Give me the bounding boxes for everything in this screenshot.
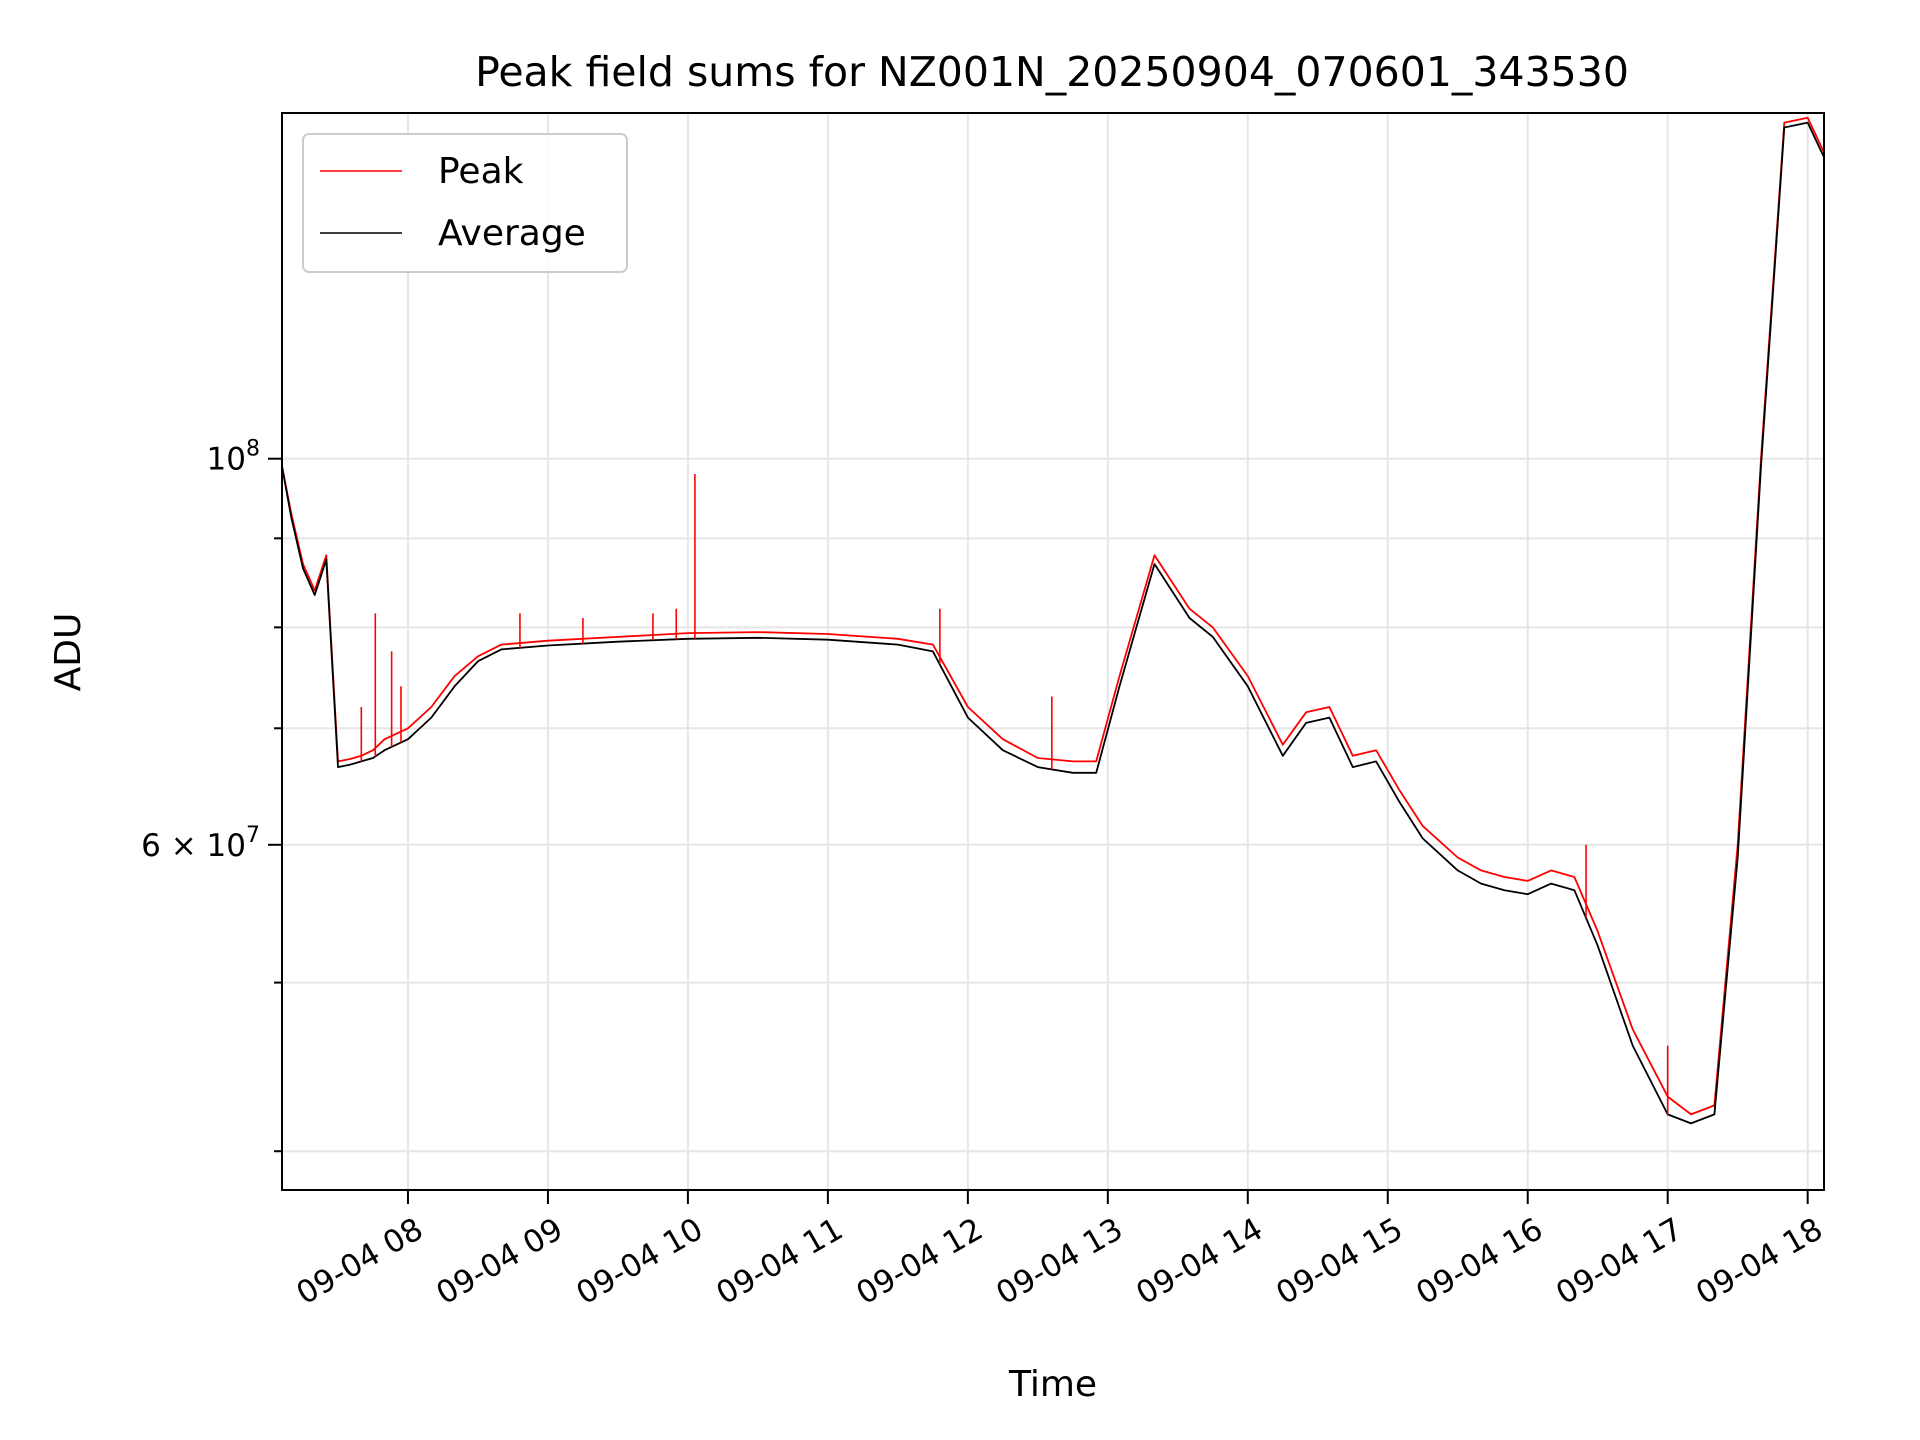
series-line-average [282,121,1824,1125]
y-tick-label: 6 × 107 [141,823,260,864]
series-line-peak [282,116,1824,1116]
legend-box [302,133,628,273]
x-axis-label: Time [1008,1364,1097,1405]
series-layer [282,116,1824,1125]
legend: Peak Average [302,133,628,273]
y-axis-ticks: 108 6 × 107 [141,437,282,1153]
chart-title: Peak field sums for NZ001N_20250904_0706… [475,48,1629,96]
grid [282,113,1824,1190]
y-axis-label: ADU [48,613,89,692]
y-tick-label: 108 [207,437,260,478]
plot-frame [281,112,1825,1191]
legend-label-peak: Peak [438,151,524,192]
legend-label-average: Average [438,213,586,254]
